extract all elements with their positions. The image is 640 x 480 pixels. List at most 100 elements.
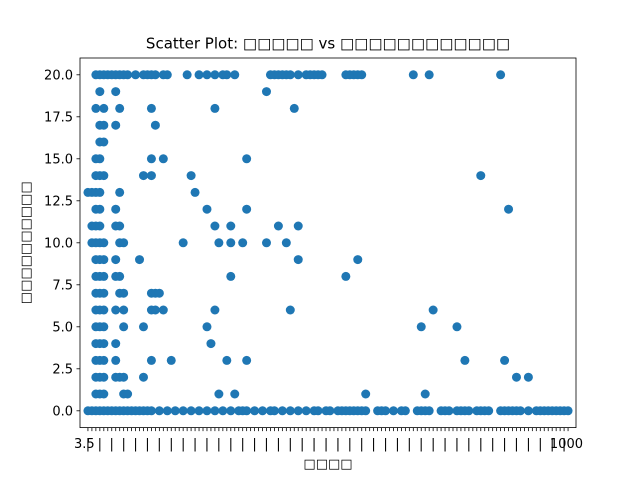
scatter-point <box>119 322 129 332</box>
scatter-point <box>95 154 105 164</box>
x-tick-label: | <box>490 437 494 452</box>
scatter-point <box>99 137 109 147</box>
x-tick-label: | <box>276 437 280 452</box>
scatter-point <box>154 406 164 416</box>
scatter-point <box>190 187 200 197</box>
scatter-point <box>111 255 121 265</box>
scatter-point <box>408 70 418 80</box>
scatter-point <box>202 70 212 80</box>
x-tick-label: | <box>240 437 244 452</box>
scatter-point <box>99 271 109 281</box>
x-tick-label: | <box>479 437 483 452</box>
scatter-point <box>111 305 121 315</box>
scatter-point <box>460 355 470 365</box>
x-tick-label: | <box>229 437 233 452</box>
scatter-point <box>119 305 129 315</box>
scatter-point <box>150 305 160 315</box>
scatter-point <box>388 406 398 416</box>
x-tick-label: | <box>348 437 352 452</box>
scatter-point <box>99 255 109 265</box>
scatter-point <box>424 70 434 80</box>
y-tick-label: 10.0 <box>44 236 73 251</box>
x-tick-label-first: 3.5 <box>74 437 95 452</box>
scatter-point <box>99 103 109 113</box>
scatter-point <box>289 103 299 113</box>
scatter-point <box>99 372 109 382</box>
x-tick-label: | <box>217 437 221 452</box>
scatter-point <box>202 204 212 214</box>
scatter-point <box>361 389 371 399</box>
scatter-point <box>186 171 196 181</box>
scatter-point <box>230 70 240 80</box>
scatter-point <box>111 120 121 130</box>
y-tick-label: 17.5 <box>44 110 73 125</box>
scatter-point <box>242 406 252 416</box>
scatter-point <box>99 171 109 181</box>
x-tick-label: | <box>502 437 506 452</box>
scatter-point <box>214 389 224 399</box>
scatter-point <box>186 406 196 416</box>
x-tick-label: | <box>264 437 268 452</box>
scatter-point <box>138 372 148 382</box>
x-ticks: | | | | | | | | | | | | | | | | | | | | | | | | | | | | | | | | | | | | | | | |… <box>86 427 569 452</box>
scatter-point <box>226 221 236 231</box>
x-tick-label: | <box>526 437 530 452</box>
y-tick-label: 12.5 <box>44 194 73 209</box>
scatter-point <box>115 271 125 281</box>
scatter-point <box>250 406 260 416</box>
scatter-point <box>95 204 105 214</box>
x-tick-label: | <box>360 437 364 452</box>
scatter-point <box>210 221 220 231</box>
scatter-point <box>218 406 228 416</box>
y-tick-label: 7.5 <box>52 278 73 293</box>
scatter-point <box>194 406 204 416</box>
chart-title: Scatter Plot: □□□□□ vs □□□□□□□□□□□□ <box>146 35 510 53</box>
scatter-point <box>242 204 252 214</box>
scatter-point <box>91 103 101 113</box>
scatter-point <box>293 70 303 80</box>
scatter-point <box>210 406 220 416</box>
scatter-point <box>150 70 160 80</box>
scatter-point <box>293 406 303 416</box>
scatter-point <box>313 406 323 416</box>
points-layer <box>83 70 573 416</box>
scatter-point <box>111 339 121 349</box>
scatter-point <box>269 406 279 416</box>
x-tick-label: | <box>407 437 411 452</box>
scatter-point <box>111 87 121 97</box>
scatter-point <box>95 187 105 197</box>
scatter-point <box>226 406 236 416</box>
scatter-point <box>222 70 232 80</box>
y-tick-label: 5.0 <box>52 320 73 335</box>
scatter-point <box>353 255 363 265</box>
scatter-point <box>146 103 156 113</box>
x-tick-label: | <box>550 437 554 452</box>
scatter-point <box>206 339 216 349</box>
scatter-point <box>202 406 212 416</box>
scatter-point <box>99 339 109 349</box>
scatter-point <box>416 322 426 332</box>
scatter-point <box>428 305 438 315</box>
scatter-point <box>226 271 236 281</box>
x-tick-label-last: 1000 <box>550 437 583 452</box>
scatter-point <box>146 154 156 164</box>
x-tick-label: | <box>181 437 185 452</box>
scatter-point <box>115 221 125 231</box>
scatter-point <box>210 103 220 113</box>
scatter-point <box>261 238 271 248</box>
x-tick-label: | <box>205 437 209 452</box>
scatter-point <box>277 406 287 416</box>
scatter-point <box>214 238 224 248</box>
scatter-point <box>138 171 148 181</box>
x-tick-label: | <box>145 437 149 452</box>
x-tick-label: | <box>110 437 114 452</box>
scatter-point <box>178 406 188 416</box>
x-tick-label: | <box>312 437 316 452</box>
x-tick-label: | <box>562 437 566 452</box>
scatter-point <box>178 238 188 248</box>
x-tick-label: | <box>252 437 256 452</box>
scatter-point <box>146 355 156 365</box>
plot-frame <box>79 57 577 429</box>
scatter-point <box>563 406 573 416</box>
scatter-point <box>226 238 236 248</box>
